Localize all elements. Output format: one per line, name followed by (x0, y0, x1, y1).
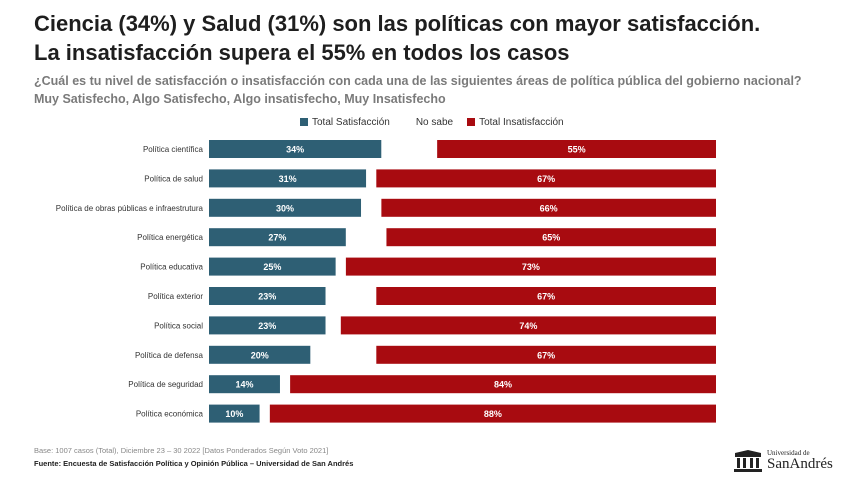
legend-label-no-sabe: No sabe (415, 116, 454, 128)
legend-label-insatisfaction: Total Insatisfacción (479, 116, 564, 128)
subtitle-scale: Muy Satisfecho, Algo Satisfecho, Algo in… (34, 92, 446, 106)
data-label-satisfaction: 23% (258, 292, 276, 302)
data-label-satisfaction: 34% (286, 145, 304, 155)
data-label-satisfaction: 27% (268, 233, 286, 243)
legend-swatch-insatisfaction (467, 118, 476, 126)
university-logo: Universidad de SanAndrés (733, 447, 858, 475)
legend-item-satisfaction: Total Satisfacción (300, 117, 390, 128)
chart-legend: Total Satisfacción No sabe Total Insatis… (300, 115, 578, 129)
bar-no-sabe (335, 257, 346, 276)
category-label: Política de defensa (135, 351, 204, 360)
data-label-satisfaction: 20% (251, 350, 269, 360)
bar-no-sabe (366, 169, 377, 188)
category-label: Política de obras públicas e infraestrut… (56, 204, 204, 213)
bar-insatisfaction (381, 198, 716, 217)
subtitle-question: ¿Cuál es tu nivel de satisfacción o insa… (34, 74, 802, 88)
data-label-insatisfaction: 73% (522, 262, 540, 272)
data-label-insatisfaction: 74% (519, 321, 537, 331)
legend-item-insatisfaction: Total Insatisfacción (467, 117, 564, 128)
chart-subtitle: ¿Cuál es tu nivel de satisfacción o insa… (34, 72, 854, 108)
bar-no-sabe (381, 140, 438, 158)
title-line-1: Ciencia (34%) y Salud (31%) son las polí… (34, 11, 761, 36)
bar-satisfaction (209, 404, 260, 423)
bar-insatisfaction (376, 287, 716, 305)
bar-satisfaction (209, 316, 326, 335)
footer-source: Fuente: Encuesta de Satisfacción Polític… (34, 459, 354, 468)
category-label: Política de seguridad (128, 380, 203, 389)
bar-insatisfaction (345, 257, 716, 276)
bar-satisfaction (209, 287, 326, 305)
category-label: Política exterior (148, 292, 203, 301)
bar-no-sabe (310, 345, 377, 364)
bar-satisfaction (209, 345, 311, 364)
data-label-insatisfaction: 67% (537, 350, 555, 360)
bar-no-sabe (325, 287, 377, 305)
bar-no-sabe (361, 198, 382, 217)
data-label-insatisfaction: 88% (484, 409, 502, 419)
data-label-satisfaction: 31% (279, 174, 297, 184)
title-line-2: La insatisfacción supera el 55% en todos… (34, 40, 570, 65)
bar-no-sabe (259, 404, 270, 423)
data-label-satisfaction: 10% (225, 409, 243, 419)
data-label-satisfaction: 25% (263, 262, 281, 272)
data-label-insatisfaction: 66% (540, 203, 558, 213)
category-label: Política económica (136, 410, 204, 419)
bar-insatisfaction (290, 375, 716, 394)
logo-big-text: SanAndrés (767, 456, 833, 472)
category-label: Política social (154, 321, 203, 330)
logo-small-text: Universidad de (767, 449, 810, 457)
data-label-insatisfaction: 55% (568, 145, 586, 155)
bar-insatisfaction (340, 316, 716, 335)
bar-satisfaction (209, 228, 346, 247)
legend-swatch-satisfaction (300, 118, 308, 126)
data-label-insatisfaction: 65% (542, 233, 560, 243)
data-label-satisfaction: 30% (276, 203, 294, 213)
legend-label-satisfaction: Total Satisfacción (312, 116, 390, 128)
category-label: Política de salud (144, 174, 203, 183)
category-label: Política científica (143, 145, 204, 154)
bar-insatisfaction (376, 169, 716, 188)
legend-swatch-no-sabe (403, 118, 412, 126)
stacked-bar-chart: Política científica 34% 55% Política de sal… (56, 140, 716, 423)
bar-no-sabe (279, 375, 291, 394)
bar-insatisfaction (386, 228, 716, 247)
footer-base-note: Base: 1007 casos (Total), Diciembre 23 –… (34, 446, 329, 455)
bar-satisfaction (209, 257, 336, 276)
bar-satisfaction (209, 375, 280, 394)
data-label-insatisfaction: 67% (537, 292, 555, 302)
university-crest-icon (734, 450, 762, 472)
bar-insatisfaction (437, 140, 716, 158)
category-label: Política educativa (140, 263, 203, 272)
bar-no-sabe (325, 316, 341, 335)
bar-satisfaction (209, 169, 367, 188)
data-label-satisfaction: 14% (235, 380, 253, 390)
bar-satisfaction (209, 140, 382, 158)
data-label-insatisfaction: 84% (494, 380, 512, 390)
bar-insatisfaction (269, 404, 716, 423)
data-label-satisfaction: 23% (258, 321, 276, 331)
bar-no-sabe (345, 228, 387, 247)
data-label-insatisfaction: 67% (537, 174, 555, 184)
page-title: Ciencia (34%) y Salud (31%) son las polí… (34, 9, 854, 67)
category-label: Política energética (137, 233, 203, 242)
bar-insatisfaction (376, 345, 716, 364)
bar-satisfaction (209, 198, 362, 217)
legend-item-no-sabe: No sabe (403, 116, 454, 128)
